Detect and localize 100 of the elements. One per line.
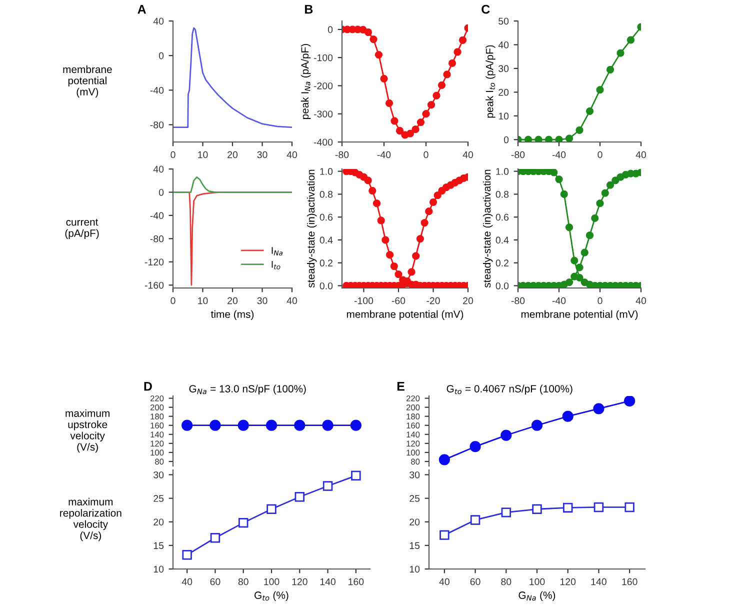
point	[416, 234, 424, 243]
point	[322, 481, 333, 491]
y-tick-label: 20	[498, 88, 509, 96]
text: G$_{to}$ = 0.4067 nS/pF (100%)	[446, 384, 572, 395]
x-tick-label: 160	[348, 578, 364, 586]
y-tick-label: 0.0	[320, 282, 333, 290]
x-tick-label: 30	[257, 151, 268, 158]
point	[470, 515, 480, 525]
y-tick-label: -400	[314, 138, 333, 146]
point	[406, 130, 414, 138]
x-tick-label: 140	[591, 578, 606, 586]
x-tick-label: -40	[552, 151, 566, 158]
point	[454, 48, 462, 56]
x-tick-label: 0	[170, 297, 176, 304]
x-tick-label: 100	[530, 578, 545, 586]
point	[438, 454, 450, 466]
x-tick-label: 160	[622, 578, 638, 586]
x-tick-label: 10	[198, 297, 208, 304]
point	[374, 50, 383, 59]
y-tick-label: 10	[410, 566, 420, 573]
y-tick-label: 0.2	[320, 260, 332, 266]
x-tick-label: -40	[377, 151, 391, 158]
point	[596, 200, 604, 208]
point	[380, 74, 388, 83]
x-tick-label: 20	[228, 151, 238, 158]
point	[432, 92, 440, 100]
point	[500, 430, 512, 441]
chart-title: A	[138, 4, 146, 14]
point	[601, 189, 609, 197]
y-axis-title: peak I$_{Na}$ (pA/pF)	[300, 44, 311, 120]
point	[390, 262, 398, 270]
point	[532, 504, 542, 514]
point	[182, 550, 192, 560]
y-tick-label: 160	[406, 422, 420, 428]
y-tick-label: 40	[498, 41, 509, 48]
y-axis-title: membrane potential (mV)	[63, 65, 112, 98]
y-tick-label: 10	[154, 566, 164, 573]
y-axis-title: peak I$_{to}$ (pA/pF)	[486, 45, 496, 118]
point	[412, 126, 420, 134]
x-tick-label: 40	[636, 297, 646, 304]
legend-label: I$_{to}$	[272, 261, 280, 270]
x-tick-label: 120	[560, 578, 576, 586]
y-tick-label: 0	[158, 52, 164, 60]
point	[593, 403, 604, 414]
point	[596, 86, 604, 94]
y-tick-label: 160	[150, 422, 164, 428]
point	[570, 272, 578, 280]
y-tick-label: 40	[153, 18, 164, 25]
x-tick-label: -20	[426, 297, 440, 304]
x-axis-title: G$_{to}$ (%)	[254, 591, 288, 601]
x-tick-label: 40	[439, 578, 450, 586]
point	[616, 49, 624, 57]
point	[370, 35, 378, 44]
point	[544, 136, 553, 142]
point	[364, 176, 372, 184]
y-tick-label: -40	[150, 86, 164, 94]
y-tick-label: 25	[410, 495, 420, 502]
y-tick-label: 10	[498, 112, 509, 120]
y-tick-label: 40	[153, 166, 164, 173]
point	[606, 181, 614, 189]
point	[576, 264, 584, 272]
point	[412, 252, 420, 260]
x-tick-label: -40	[552, 297, 566, 304]
point	[624, 396, 636, 407]
x-tick-label: 40	[182, 578, 192, 586]
x-tick-label: 0	[424, 151, 428, 158]
x-tick-label: 0	[170, 151, 176, 158]
point	[565, 224, 574, 232]
x-tick-label: 80	[238, 578, 248, 586]
point	[266, 504, 276, 514]
x-tick-label: 40	[286, 151, 298, 158]
point	[524, 136, 532, 142]
y-tick-label: 0.8	[496, 190, 509, 198]
y-axis-title: current (pA/pF)	[65, 218, 99, 239]
point	[429, 198, 438, 206]
y-axis-title: maximum upstroke velocity (V/s)	[66, 409, 110, 453]
x-tick-label: -80	[511, 151, 525, 158]
point	[443, 70, 451, 78]
chart-title: D	[144, 382, 152, 391]
x-axis-title: membrane potential (mV)	[346, 310, 464, 320]
point	[612, 176, 620, 184]
point	[416, 118, 425, 126]
point	[210, 533, 220, 543]
point	[448, 59, 456, 68]
y-tick-label: 30	[410, 471, 420, 478]
point	[586, 107, 594, 115]
x-axis-title: time (ms)	[210, 310, 254, 320]
point	[586, 232, 594, 240]
x-tick-label: -80	[511, 297, 525, 304]
x-tick-label: 100	[264, 578, 280, 586]
y-tick-label: 15	[410, 542, 420, 550]
y-tick-label: 0.0	[496, 282, 509, 290]
y-tick-label: 0.8	[320, 190, 333, 198]
x-tick-label: 40	[462, 151, 474, 158]
y-axis-title: steady-state (in)activation	[306, 170, 317, 288]
y-tick-label: 100	[150, 450, 164, 456]
line-series	[173, 27, 292, 128]
point	[580, 248, 588, 256]
y-tick-label: -40	[150, 212, 164, 220]
x-tick-label: 30	[257, 297, 268, 304]
